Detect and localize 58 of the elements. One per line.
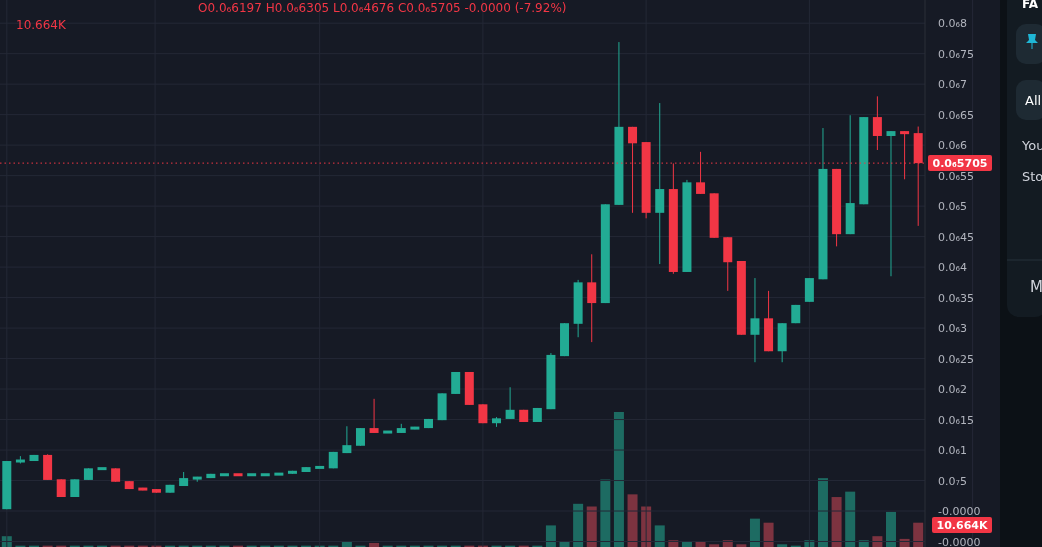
bar [600, 479, 611, 547]
candlestick [750, 277, 760, 363]
candlestick [886, 130, 896, 277]
y-tick-label: 0.0₆8 [938, 17, 967, 31]
y-tick-label: 0.0₆75 [938, 47, 974, 61]
bar [613, 412, 624, 547]
y-tick-label: 0.0₆6 [938, 139, 967, 153]
bar [654, 525, 665, 547]
candlestick [505, 386, 515, 420]
bar [872, 536, 883, 547]
y-tick-label: 0.0₆4 [938, 261, 967, 275]
y-tick-label: -0.0000 [938, 505, 981, 519]
candlestick [655, 102, 665, 265]
y-tick-label: 0.0₆65 [938, 108, 974, 122]
text: M [1030, 278, 1042, 296]
bar [559, 541, 570, 547]
candlestick [587, 253, 597, 343]
y-tick-label: 0.0₆3 [938, 322, 967, 336]
y-tick-label: 0.0₆45 [938, 230, 974, 244]
candlestick [342, 425, 352, 454]
y-tick-label: -0.0000 [938, 535, 981, 547]
bar [369, 542, 380, 547]
bar [885, 511, 896, 547]
text: 10.664K [936, 519, 988, 532]
bar [777, 544, 788, 547]
bar [817, 478, 828, 547]
y-tick-label: 0.0₆55 [938, 169, 974, 183]
bar [681, 541, 692, 547]
bar [736, 544, 747, 547]
bar [749, 518, 760, 547]
bar [913, 522, 924, 547]
y-tick-label: 0.0₇5 [938, 474, 967, 488]
ref-line-label: 0.0₆5705 [932, 157, 988, 171]
y-tick-label: 0.0₆7 [938, 78, 967, 92]
chart-subtitle: O0.0₆6197 H0.0₆6305 L0.0₆4676 C0.0₆5705 -0.0000 (-7.92%) [198, 1, 567, 15]
bar [763, 522, 774, 547]
bar [709, 544, 720, 547]
bar [627, 494, 638, 547]
y-tick-label: 0.0₆15 [938, 413, 974, 427]
text: All [1025, 93, 1042, 108]
bar [341, 541, 352, 547]
y-tick-label: 0.0₆5 [938, 200, 967, 214]
y-tick-label: 0.0₆25 [938, 352, 974, 366]
bar [695, 541, 706, 547]
candlestick [872, 95, 882, 151]
y-tick-label: 0.0₆35 [938, 291, 974, 305]
candlestick [369, 398, 379, 434]
candlestick [804, 277, 814, 303]
bar [545, 525, 556, 547]
bar [573, 503, 584, 547]
bar [845, 491, 856, 547]
bar [586, 506, 597, 547]
text: FA [1022, 0, 1039, 11]
bar [831, 497, 842, 547]
y-tick-label: 0.0₆1 [938, 444, 967, 458]
y-tick-label: 0.0₆2 [938, 383, 967, 397]
annotation: 10.664K [16, 18, 67, 32]
text: Sto [1022, 169, 1042, 184]
